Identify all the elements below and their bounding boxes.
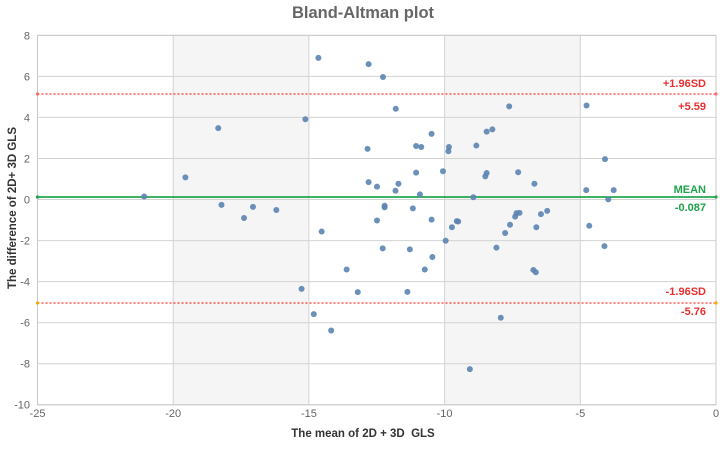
svg-text:-2: -2 [20, 236, 30, 248]
svg-text:-10: -10 [14, 400, 30, 412]
svg-text:8: 8 [24, 31, 30, 43]
svg-text:-8: -8 [20, 359, 30, 371]
svg-text:MEAN: MEAN [674, 184, 706, 196]
svg-text:-20: -20 [165, 408, 181, 420]
svg-text:+1.96SD: +1.96SD [663, 78, 706, 90]
svg-text:-1.96SD: -1.96SD [666, 286, 706, 298]
svg-text:-5.76: -5.76 [681, 306, 706, 318]
svg-text:-5: -5 [575, 408, 585, 420]
svg-text:-0.087: -0.087 [675, 202, 706, 214]
svg-text:-4: -4 [20, 277, 30, 289]
svg-text:-25: -25 [30, 408, 46, 420]
svg-text:-6: -6 [20, 318, 30, 330]
svg-text:+5.59: +5.59 [678, 101, 706, 113]
svg-text:-10: -10 [437, 408, 453, 420]
svg-text:6: 6 [24, 72, 30, 84]
svg-text:0: 0 [24, 195, 30, 207]
svg-text:4: 4 [24, 113, 30, 125]
svg-text:0: 0 [713, 408, 719, 420]
svg-text:2: 2 [24, 154, 30, 166]
svg-text:-15: -15 [301, 408, 317, 420]
